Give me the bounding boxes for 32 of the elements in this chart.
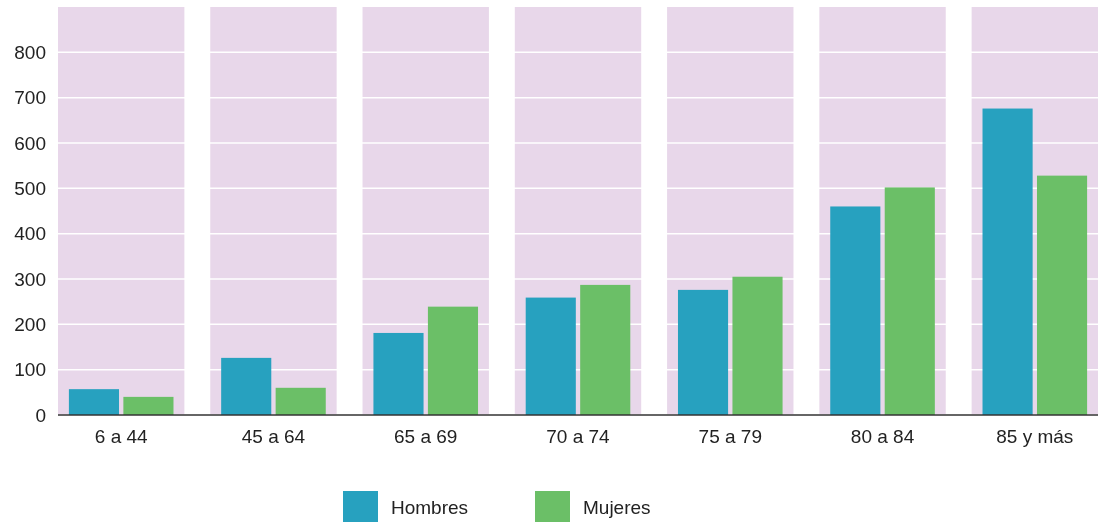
- bar: [1036, 175, 1088, 415]
- bar: [427, 306, 479, 415]
- bar: [221, 357, 272, 415]
- x-tick-label: 80 a 84: [850, 426, 915, 448]
- y-tick-label: 100: [14, 359, 46, 381]
- x-tick-label: 6 a 44: [94, 426, 149, 448]
- y-tick-label: 200: [14, 313, 46, 335]
- y-tick-label: 500: [14, 177, 46, 199]
- legend-label: Mujeres: [583, 497, 651, 518]
- bar: [732, 276, 783, 415]
- bar: [68, 389, 120, 415]
- bar: [123, 396, 174, 415]
- bar: [525, 297, 576, 415]
- x-tick-label: 70 a 74: [546, 426, 611, 448]
- bar: [373, 332, 424, 415]
- bar: [884, 187, 935, 415]
- bar: [275, 387, 326, 415]
- y-tick-label: 700: [14, 87, 46, 109]
- y-tick-label: 600: [14, 132, 46, 154]
- x-tick-label: 75 a 79: [698, 426, 762, 448]
- y-tick-label: 300: [14, 268, 46, 290]
- y-tick-label: 400: [14, 223, 46, 245]
- bar: [830, 206, 881, 415]
- y-tick-label: 0: [35, 404, 46, 426]
- bar: [677, 289, 729, 415]
- x-tick-label: 85 y más: [996, 426, 1074, 448]
- y-tick-label: 800: [14, 41, 46, 63]
- x-tick-label: 65 a 69: [394, 426, 458, 448]
- x-tick-label: 45 a 64: [241, 426, 306, 448]
- legend-label: Hombres: [391, 497, 469, 518]
- bar: [580, 284, 631, 415]
- bar: [982, 108, 1033, 415]
